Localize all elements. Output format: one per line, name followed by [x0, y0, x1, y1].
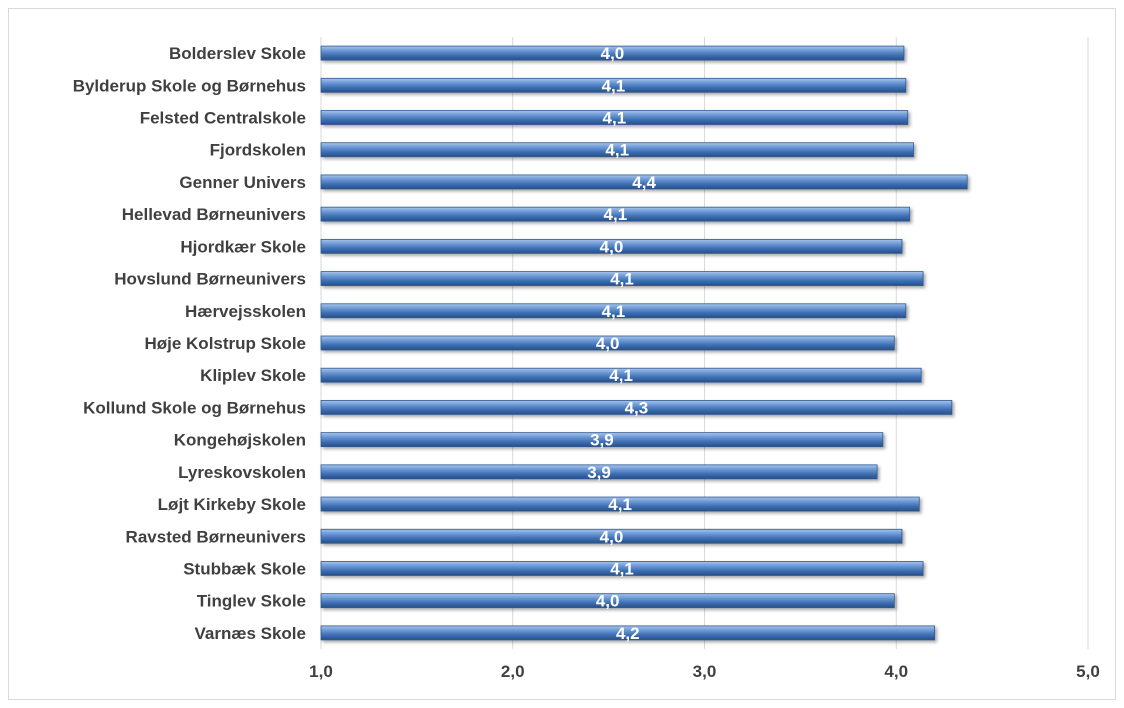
data-label: 4,1: [604, 205, 628, 224]
category-label: Felsted Centralskole: [140, 109, 306, 128]
bar: [320, 303, 907, 319]
category-label: Tinglev Skole: [197, 592, 306, 611]
category-label: Varnæs Skole: [194, 624, 306, 643]
category-label: Fjordskolen: [210, 141, 306, 160]
category-label: Hjordkær Skole: [180, 237, 306, 256]
x-tick-label: 5,0: [1076, 662, 1100, 681]
x-tick-label: 4,0: [884, 662, 908, 681]
data-label: 3,9: [587, 463, 611, 482]
data-label: 4,1: [610, 270, 634, 289]
data-label: 4,0: [596, 592, 620, 611]
category-label: Hovslund Børneunivers: [114, 270, 306, 289]
data-label: 4,1: [608, 495, 632, 514]
bar: [320, 335, 895, 351]
bar: [320, 206, 911, 222]
bar: [320, 593, 895, 609]
data-label: 4,1: [605, 141, 629, 160]
bar: [320, 142, 914, 158]
bars: [320, 45, 968, 641]
data-label: 4,1: [602, 76, 626, 95]
chart-frame: Bolderslev Skole Bylderup Skole og Børneh…: [8, 8, 1116, 700]
data-label: 4,1: [609, 366, 633, 385]
x-axis-tick-labels: 1,0 2,0 3,0 4,0 5,0: [309, 662, 1100, 681]
category-label: Hærvejsskolen: [185, 302, 306, 321]
bar: [320, 77, 907, 93]
bar: [320, 561, 924, 576]
bar: [320, 432, 884, 448]
data-labels: 4,04,14,14,14,44,14,04,14,14,04,14,33,93…: [587, 44, 656, 643]
bar: [320, 528, 903, 544]
category-label: Stubbæk Skole: [183, 559, 306, 578]
bar: [320, 496, 920, 512]
category-labels: Bolderslev Skole Bylderup Skole og Børneh…: [73, 44, 306, 643]
category-label: Hellevad Børneunivers: [122, 205, 306, 224]
category-label: Bolderslev Skole: [169, 44, 306, 63]
category-label: Genner Univers: [179, 173, 306, 192]
data-label: 4,0: [600, 527, 624, 546]
bar: [320, 625, 935, 641]
bar: [320, 174, 968, 190]
x-tick-label: 3,0: [693, 662, 717, 681]
data-label: 4,1: [602, 302, 626, 321]
bar: [320, 110, 909, 125]
category-label: Kliplev Skole: [200, 366, 306, 385]
category-label: Løjt Kirkeby Skole: [158, 495, 306, 514]
category-label: Lyreskovskolen: [178, 463, 306, 482]
data-label: 4,1: [603, 109, 627, 128]
bar-chart: Bolderslev Skole Bylderup Skole og Børneh…: [73, 37, 1100, 681]
data-label: 4,0: [600, 237, 624, 256]
category-label: Høje Kolstrup Skole: [144, 334, 306, 353]
category-label: Bylderup Skole og Børnehus: [73, 76, 306, 95]
bar: [320, 45, 905, 61]
data-label: 4,4: [632, 173, 656, 192]
bar: [320, 400, 953, 415]
bar: [320, 367, 922, 383]
x-tick-label: 2,0: [501, 662, 525, 681]
data-label: 3,9: [590, 431, 614, 450]
category-label: Ravsted Børneunivers: [126, 527, 306, 546]
data-label: 4,1: [610, 559, 634, 578]
bar: [320, 464, 878, 480]
data-label: 4,3: [625, 398, 649, 417]
x-tick-label: 1,0: [309, 662, 333, 681]
category-label: Kollund Skole og Børnehus: [83, 398, 306, 417]
data-label: 4,0: [601, 44, 625, 63]
bar: [320, 271, 924, 286]
data-label: 4,2: [616, 624, 640, 643]
category-label: Kongehøjskolen: [174, 431, 306, 450]
data-label: 4,0: [596, 334, 620, 353]
bar: [320, 238, 903, 254]
